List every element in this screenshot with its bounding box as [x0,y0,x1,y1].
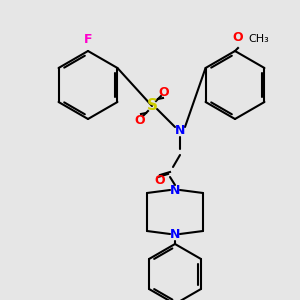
Text: CH₃: CH₃ [248,34,269,44]
Text: F: F [84,33,92,46]
Text: O: O [155,173,165,187]
Text: O: O [159,85,169,98]
Text: N: N [170,227,180,241]
Text: N: N [175,124,185,136]
Text: O: O [135,113,145,127]
Text: S: S [146,98,158,113]
Text: N: N [170,184,180,196]
Text: O: O [233,31,243,44]
